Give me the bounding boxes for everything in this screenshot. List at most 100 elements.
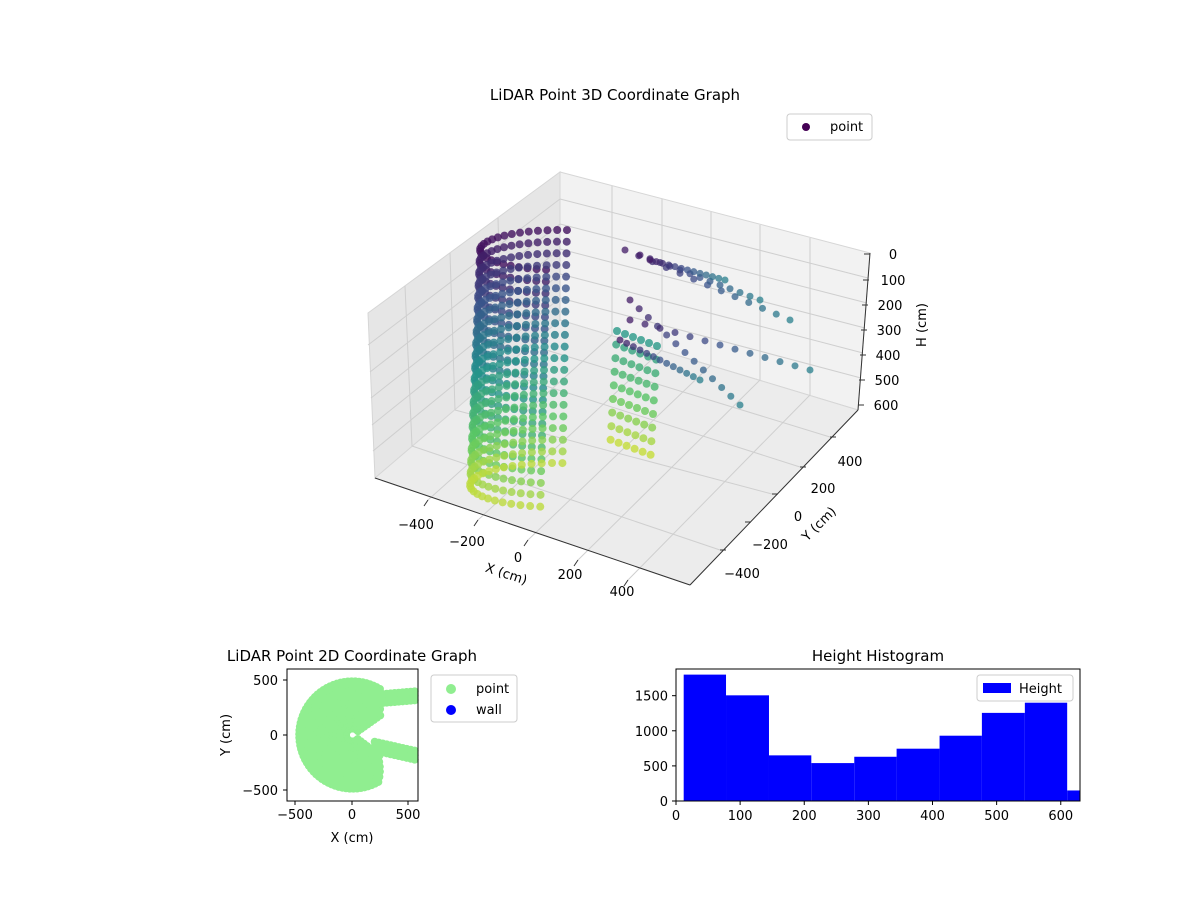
histogram-bars	[683, 674, 1080, 801]
scatter-point-3d	[656, 356, 664, 364]
scatter-point-3d	[653, 342, 661, 350]
scatter-point-3d	[709, 273, 716, 281]
axis-3d-z	[857, 252, 871, 411]
scatter-point-3d	[515, 252, 524, 261]
scatter-point-3d	[511, 356, 520, 365]
y3d-tick-label: −200	[752, 538, 788, 553]
scatter-point-3d	[686, 333, 694, 341]
scatter-point-3d	[776, 358, 784, 366]
scatter-point-3d	[493, 233, 502, 242]
x3d-tick-label: 0	[514, 551, 522, 566]
scatter-point-3d	[690, 275, 698, 283]
scatter-point-3d	[487, 408, 496, 417]
legend-histogram: Height	[976, 674, 1074, 702]
scatter-point-3d	[550, 342, 559, 351]
scatter-point-3d	[549, 377, 558, 386]
scatter-point-3d	[761, 354, 769, 361]
scatter-point-3d	[491, 291, 500, 300]
scatter-point-3d	[642, 379, 651, 388]
scatter-point-3d	[615, 425, 624, 434]
scatter-point-3d	[633, 404, 641, 412]
scatter-point-3d	[683, 369, 691, 377]
scatter-point-3d	[503, 370, 512, 379]
x2d-tick-label: 500	[396, 808, 421, 823]
scatter-point-3d	[701, 337, 709, 345]
y2d-axis-label: Y (cm)	[219, 714, 234, 757]
scatter-point-3d	[638, 447, 647, 456]
scatter-point-3d	[696, 269, 704, 277]
scatter-point-3d	[745, 299, 753, 306]
scatter-point-3d	[497, 307, 506, 316]
scatter-point-3d	[540, 354, 549, 363]
chart-3d: LiDAR Point 3D Coordinate Graph	[367, 86, 930, 600]
scatter-point-3d	[528, 436, 537, 445]
scatter-point-3d	[519, 402, 528, 411]
scatter-point-3d	[617, 384, 626, 393]
scatter-point-3d	[507, 476, 516, 485]
scatter-point-3d	[485, 443, 494, 452]
scatter-point-3d	[551, 284, 560, 293]
histogram-x-tick-label: 100	[728, 809, 753, 824]
scatter-point-3d	[626, 296, 634, 304]
scatter-point-3d	[649, 410, 657, 418]
scatter-point-3d	[542, 261, 551, 270]
legend-3d-label: point	[830, 120, 863, 135]
scatter-point-3d	[488, 385, 497, 394]
scatter-point-3d	[536, 490, 545, 499]
scatter-point-3d	[529, 389, 538, 398]
point-cloud-3d	[466, 226, 814, 511]
scatter-point-3d	[537, 459, 546, 468]
scatter-point-3d	[646, 256, 654, 264]
x3d-tick-label: 400	[610, 585, 635, 600]
scatter-point-3d	[494, 395, 503, 404]
scatter-point-3d	[607, 422, 616, 431]
scatter-point-3d	[515, 240, 524, 249]
scatter-point-3d	[542, 249, 551, 258]
scatter-point-3d	[613, 327, 621, 335]
histogram-bar	[768, 755, 812, 801]
scatter-point-3d	[541, 296, 550, 305]
scatter-point-3d	[497, 319, 506, 328]
y3d-axis-label: Y (cm)	[799, 504, 840, 545]
scatter-point-3d	[528, 419, 537, 428]
x2d-tick-label: −500	[277, 808, 313, 823]
histogram-ticks: 0 100 200 300 400 500 600 0 500 1000 1500	[635, 690, 1073, 824]
scatter-point-3d	[650, 382, 659, 391]
x3d-tick-label: −400	[398, 518, 434, 533]
legend-histogram-label: Height	[1019, 682, 1062, 697]
scatter-point-3d	[520, 355, 529, 364]
y3d-tick-label: 0	[794, 510, 802, 525]
scatter-point-3d	[649, 396, 658, 405]
scatter-point-3d	[526, 490, 535, 499]
y3d-tick-label: 200	[811, 482, 836, 497]
scatter-point-3d	[490, 326, 499, 335]
scatter-point-3d	[513, 310, 522, 319]
scatter-point-3d	[616, 411, 625, 420]
scatter-point-3d	[498, 290, 507, 299]
scatter-point-3d	[532, 285, 541, 294]
scatter-point-3d	[543, 226, 552, 235]
histogram-bar	[683, 674, 727, 801]
scatter-point-3d	[533, 226, 542, 235]
histogram-x-tick-label: 500	[984, 809, 1009, 824]
scatter-point-3d	[562, 226, 571, 235]
scatter-point-3d	[497, 313, 506, 322]
scatter-point-3d	[502, 393, 511, 402]
scatter-point-3d	[491, 303, 500, 312]
scatter-point-3d	[646, 450, 655, 459]
scatter-point-3d	[746, 292, 754, 300]
scatter-point-3d	[521, 320, 530, 329]
scatter-point-3d	[530, 354, 539, 363]
chart-histogram: Height Histogram 0 100 200 300 400 500 600 0 500…	[635, 647, 1081, 824]
histogram-bar	[854, 756, 897, 801]
scatter-point-3d	[629, 333, 637, 341]
scatter-point-3d	[532, 296, 541, 305]
scatter-point-3d	[731, 345, 739, 353]
scatter-point-3d	[541, 319, 550, 328]
scatter-point-3d	[676, 366, 684, 374]
scatter-point-3d	[539, 389, 548, 398]
histogram-title: Height Histogram	[812, 647, 944, 665]
scatter-point-3d	[528, 424, 537, 433]
chart-2d-title: LiDAR Point 2D Coordinate Graph	[227, 647, 477, 665]
scatter-point-3d	[517, 460, 526, 469]
